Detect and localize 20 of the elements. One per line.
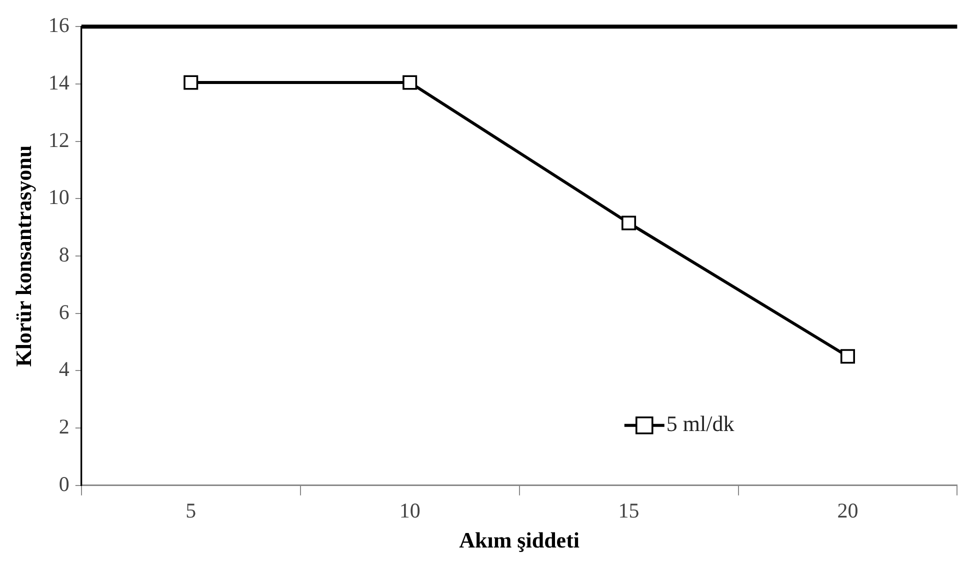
x-tick-label: 5 <box>186 498 196 523</box>
y-tick-label: 10 <box>48 185 70 210</box>
point <box>622 216 636 230</box>
y-tick-label: 12 <box>48 128 70 152</box>
y-tick-label: 2 <box>58 414 70 439</box>
x-tick-label: 20 <box>837 498 858 523</box>
y-tick-label: 6 <box>58 300 70 324</box>
x-tick-label: 10 <box>399 498 420 523</box>
point <box>402 75 418 90</box>
y-tick-label: 4 <box>58 357 70 382</box>
y-tick-label: 8 <box>58 242 70 267</box>
x-tick-label: 15 <box>618 498 640 523</box>
y-axis-title: Klorür konsantrasyonu <box>10 145 36 367</box>
point <box>840 349 855 364</box>
x-axis-title: Akım şiddeti <box>459 527 580 552</box>
y-tick-label: 0 <box>58 472 70 496</box>
y-tick-label: 14 <box>48 70 70 94</box>
point <box>184 75 198 90</box>
y-tick-label: 16 <box>48 13 70 38</box>
legend-label: 5 ml/dk <box>666 411 734 436</box>
